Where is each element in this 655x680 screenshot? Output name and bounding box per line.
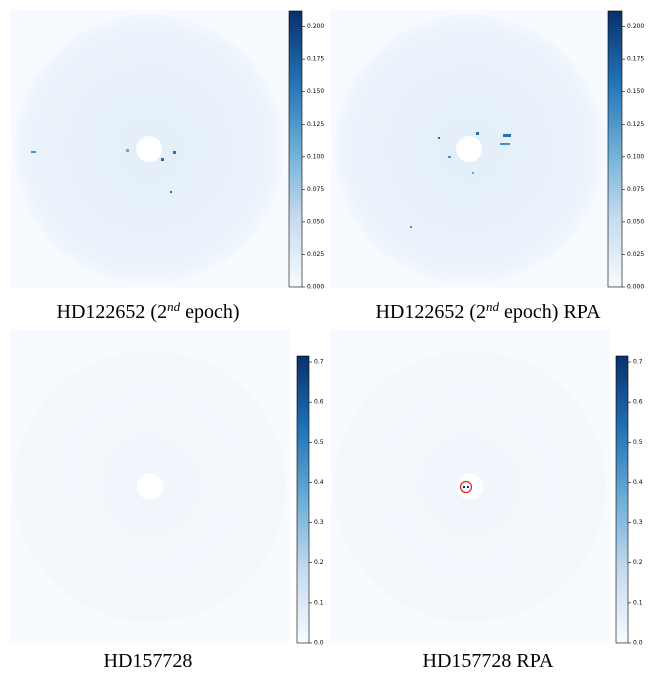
colorbar <box>296 355 310 644</box>
colorbar-tick-label: 0.5 <box>633 439 643 446</box>
colorbar-tick-label: 0.200 <box>307 23 324 30</box>
colorbar-tick-label: 0.075 <box>307 186 324 193</box>
colorbar-tick-label: 0.050 <box>627 218 644 225</box>
colorbar-tick-label: 0.3 <box>633 519 643 526</box>
colorbar-tick-label: 0.0 <box>633 640 643 647</box>
colorbar-tick-label: 0.100 <box>307 153 324 160</box>
colorbar-tick-label: 0.1 <box>633 599 643 606</box>
coronagraph-mask <box>457 473 483 500</box>
colorbar <box>288 10 303 288</box>
caption-part: nd <box>486 299 500 314</box>
caption-part: HD122652 (2 <box>57 301 168 323</box>
colorbar-tick-label: 0.150 <box>627 88 644 95</box>
caption-part: HD122652 (2 <box>375 301 486 323</box>
caption-part: epoch) <box>180 301 239 323</box>
image-details <box>31 132 511 494</box>
colorbar <box>607 10 623 288</box>
colorbar-tick-label: 0.175 <box>627 56 644 63</box>
colorbar-tick-label: 0.7 <box>633 359 643 366</box>
caption: HD122652 (2nd epoch) <box>57 299 240 324</box>
colorbar-tick-label: 0.025 <box>627 251 644 258</box>
caption-part: nd <box>167 299 181 314</box>
colorbar <box>615 355 629 644</box>
colorbar-tick-label: 0.0 <box>314 640 324 647</box>
colorbar-tick-label: 0.050 <box>307 218 324 225</box>
colorbar-tick-label: 0.1 <box>314 599 324 606</box>
colorbar-tick-label: 0.7 <box>314 359 324 366</box>
caption: HD122652 (2nd epoch) RPA <box>375 299 601 324</box>
colorbar-tick-label: 0.2 <box>633 559 643 566</box>
colorbar-tick-label: 0.6 <box>314 399 324 406</box>
caption: HD157728 <box>104 650 193 672</box>
caption: HD157728 RPA <box>423 650 555 672</box>
colorbar-tick-label: 0.5 <box>314 439 324 446</box>
colorbar-tick-label: 0.3 <box>314 519 324 526</box>
coronagraph-mask <box>137 473 163 500</box>
coronagraph-mask <box>456 136 482 162</box>
colorbar-tick-label: 0.4 <box>314 479 324 486</box>
colorbar-tick-label: 0.200 <box>627 23 644 30</box>
colorbar-tick-label: 0.000 <box>627 284 644 291</box>
caption-part: HD157728 <box>104 650 193 672</box>
colorbar-tick-label: 0.125 <box>627 121 644 128</box>
colorbar-tick-label: 0.150 <box>307 88 324 95</box>
colorbar-tick-label: 0.6 <box>633 399 643 406</box>
caption-part: HD157728 RPA <box>423 650 555 672</box>
colorbar-tick-label: 0.2 <box>314 559 324 566</box>
colorbar-tick-label: 0.100 <box>627 153 644 160</box>
colorbar-tick-label: 0.000 <box>307 284 324 291</box>
colorbar-tick-label: 0.125 <box>307 121 324 128</box>
colorbar-tick-label: 0.175 <box>307 56 324 63</box>
caption-part: epoch) RPA <box>499 301 601 323</box>
colorbar-tick-label: 0.075 <box>627 186 644 193</box>
coronagraph-mask <box>136 136 162 162</box>
colorbar-tick-label: 0.025 <box>307 251 324 258</box>
colorbar-tick-label: 0.4 <box>633 479 643 486</box>
